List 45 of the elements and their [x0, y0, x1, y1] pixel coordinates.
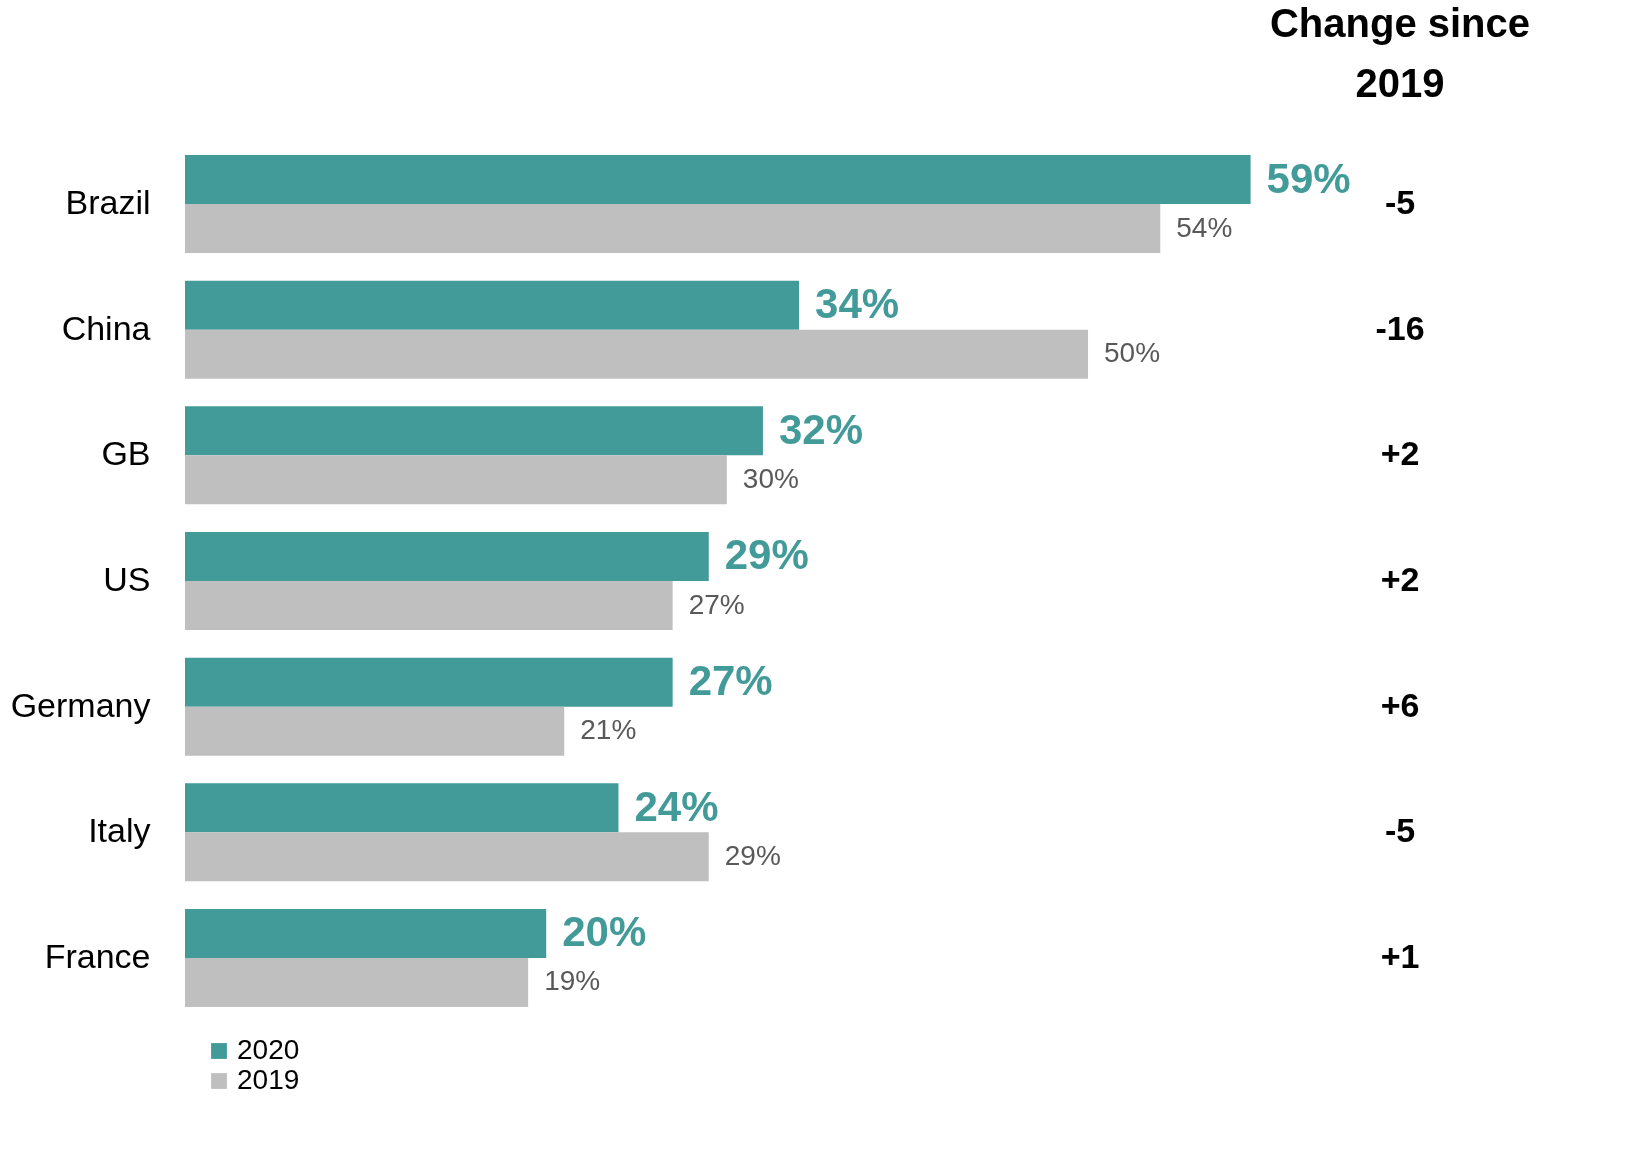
y-tick-label: China — [61, 308, 151, 347]
data-label: 24% — [634, 782, 719, 830]
text: +2 — [1380, 560, 1420, 598]
data-label: 29% — [724, 531, 809, 579]
bar — [185, 832, 709, 882]
bar — [185, 908, 547, 958]
bar — [185, 406, 763, 456]
y-tick-label: Germany — [10, 685, 151, 724]
bar — [185, 581, 673, 631]
legend-label: 2019 — [237, 1064, 300, 1095]
data-label: 50% — [1104, 337, 1161, 369]
bar — [185, 455, 727, 505]
bar — [185, 280, 800, 330]
text: -5 — [1384, 183, 1416, 222]
y-tick-label: GB — [101, 434, 151, 473]
text: +2 — [1380, 434, 1420, 473]
bar — [185, 155, 1251, 205]
bar — [185, 706, 565, 756]
y-tick-label: Brazil — [65, 183, 151, 222]
data-label: 34% — [815, 280, 900, 328]
bar — [185, 657, 673, 707]
bar — [185, 783, 619, 833]
data-label: 30% — [742, 462, 799, 494]
bar — [185, 957, 529, 1007]
data-label: 59% — [1266, 154, 1351, 202]
bar — [185, 531, 709, 581]
y-tick-label: US — [103, 560, 151, 598]
data-label: 20% — [562, 908, 647, 956]
text: +1 — [1380, 936, 1420, 975]
y-tick-label: France — [44, 936, 151, 975]
data-label: 21% — [580, 714, 637, 746]
text: -16 — [1375, 308, 1425, 347]
data-label: 27% — [688, 588, 745, 620]
bar — [185, 204, 1161, 254]
text: -5 — [1384, 811, 1416, 850]
data-label: 19% — [544, 965, 601, 997]
legend-label: 2020 — [237, 1034, 300, 1065]
data-label: 54% — [1176, 211, 1233, 243]
y-tick-label: Italy — [88, 811, 151, 850]
text: +6 — [1380, 685, 1420, 724]
data-label: 32% — [778, 405, 863, 453]
text: Change since 2019 — [1269, 1, 1531, 105]
data-label: 29% — [724, 839, 781, 871]
bar — [185, 329, 1089, 379]
data-label: 27% — [688, 657, 773, 705]
